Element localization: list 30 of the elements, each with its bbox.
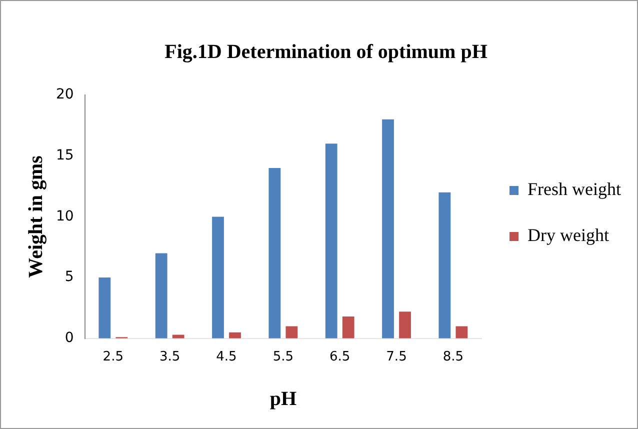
y-axis-title: Weight in gms	[25, 155, 48, 278]
bar	[382, 119, 394, 338]
y-tick-label: 10	[56, 208, 74, 224]
bar	[342, 316, 354, 338]
y-tick-label: 0	[64, 330, 74, 346]
y-tick-label: 15	[56, 147, 74, 164]
bar	[399, 312, 411, 338]
bar	[98, 278, 111, 338]
x-tick-label: 8.5	[442, 350, 464, 365]
bar	[438, 192, 451, 338]
x-tick-label: 4.5	[216, 350, 237, 365]
bar	[229, 332, 241, 338]
x-tick-label: 3.5	[159, 350, 180, 365]
bar	[155, 253, 168, 338]
x-axis-title: pH	[270, 388, 297, 410]
x-tick-label: 6.5	[329, 350, 350, 365]
legend-label: Fresh weight	[528, 179, 622, 200]
bar	[172, 334, 184, 338]
x-tick-label: 2.5	[102, 350, 124, 365]
bar	[268, 168, 281, 338]
bar	[456, 326, 468, 338]
bar	[325, 144, 338, 338]
legend-label: Dry weight	[528, 225, 609, 246]
bar	[212, 216, 224, 338]
bar	[286, 326, 298, 338]
x-tick-label: 7.5	[386, 350, 407, 365]
y-tick-label: 20	[56, 86, 74, 103]
chart-title: Fig.1D Determination of optimum pH	[164, 41, 488, 64]
y-tick-label: 5	[64, 269, 74, 286]
x-tick-label: 5.5	[272, 350, 294, 365]
